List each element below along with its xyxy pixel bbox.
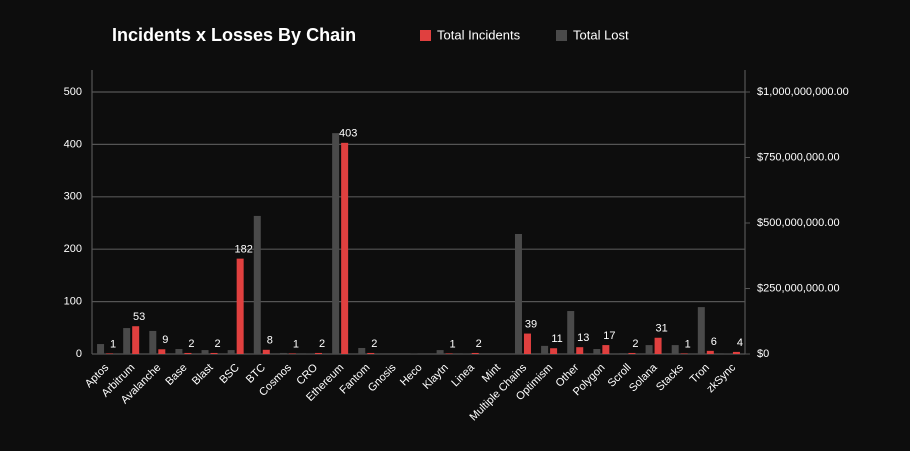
bar — [227, 350, 235, 354]
bar — [279, 352, 287, 354]
bar — [541, 345, 549, 354]
bar — [332, 133, 340, 354]
bar — [149, 330, 157, 354]
y-tick-label: 500 — [64, 86, 82, 98]
value-label: 53 — [133, 311, 145, 323]
bar — [341, 142, 349, 354]
legend-label: Total Incidents — [437, 27, 521, 42]
bar — [123, 328, 131, 354]
bar — [645, 345, 653, 354]
bar — [567, 311, 575, 354]
y2-tick-label: $0 — [757, 348, 769, 360]
y2-tick-label: $500,000,000.00 — [757, 217, 840, 229]
value-label: 1 — [450, 338, 456, 350]
bar — [628, 352, 636, 354]
value-label: 1 — [110, 338, 116, 350]
bar — [697, 307, 705, 354]
bar — [436, 350, 444, 354]
bar — [236, 258, 244, 354]
bar — [175, 349, 183, 354]
bar — [671, 345, 679, 354]
value-label: 6 — [711, 336, 717, 348]
bar — [680, 353, 688, 354]
value-label: 17 — [603, 330, 615, 342]
bar — [602, 345, 610, 354]
bar — [106, 353, 114, 354]
y-tick-label: 100 — [64, 296, 82, 308]
bar — [253, 215, 261, 354]
value-label: 2 — [632, 338, 638, 350]
y-tick-label: 200 — [64, 243, 82, 255]
y2-tick-label: $250,000,000.00 — [757, 282, 840, 294]
value-label: 2 — [214, 338, 220, 350]
bar — [514, 234, 522, 354]
value-label: 2 — [476, 338, 482, 350]
bar — [471, 352, 479, 354]
value-label: 403 — [339, 128, 357, 140]
value-label: 4 — [737, 337, 743, 349]
bar — [184, 352, 192, 354]
bar — [576, 347, 584, 354]
value-label: 8 — [267, 335, 273, 347]
value-label: 39 — [525, 318, 537, 330]
y-tick-label: 400 — [64, 138, 82, 150]
bar — [445, 353, 453, 354]
y-tick-label: 300 — [64, 191, 82, 203]
bar — [706, 350, 714, 354]
value-label: 9 — [162, 334, 168, 346]
bar — [523, 333, 531, 354]
legend-swatch — [420, 30, 431, 41]
legend-label: Total Lost — [573, 27, 629, 42]
value-label: 1 — [293, 338, 299, 350]
chart-title: Incidents x Losses By Chain — [112, 25, 356, 45]
bar — [367, 352, 375, 354]
bar — [593, 349, 601, 354]
y2-tick-label: $1,000,000,000.00 — [757, 86, 849, 98]
value-label: 2 — [319, 338, 325, 350]
value-label: 11 — [551, 333, 562, 345]
bar — [262, 349, 270, 354]
bar — [201, 350, 209, 354]
bar — [210, 352, 218, 354]
bar — [732, 351, 740, 354]
legend-swatch — [556, 30, 567, 41]
bar — [654, 337, 662, 354]
value-label: 13 — [577, 332, 589, 344]
bar — [358, 347, 366, 354]
bar — [619, 353, 627, 354]
bar — [410, 353, 418, 354]
value-label: 182 — [234, 244, 252, 256]
bar — [550, 348, 558, 354]
bar — [288, 353, 296, 354]
value-label: 2 — [188, 338, 194, 350]
bar — [97, 344, 105, 354]
value-label: 31 — [655, 323, 667, 335]
bar — [315, 352, 323, 354]
bar — [158, 349, 166, 354]
value-label: 2 — [371, 338, 377, 350]
y2-tick-label: $750,000,000.00 — [757, 151, 840, 163]
bar — [132, 326, 140, 354]
y-tick-label: 0 — [76, 348, 82, 360]
value-label: 1 — [685, 338, 691, 350]
